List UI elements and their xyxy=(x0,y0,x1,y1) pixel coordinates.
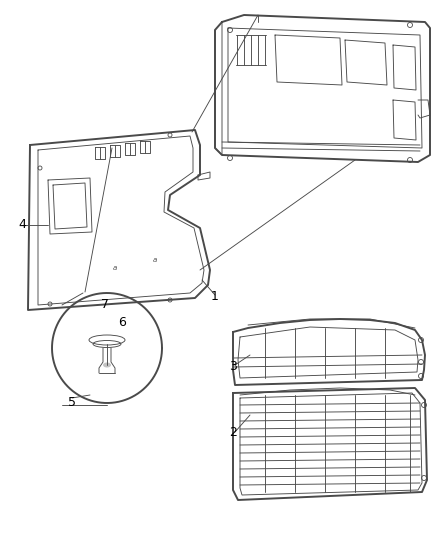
Ellipse shape xyxy=(103,362,111,367)
Text: 7: 7 xyxy=(101,298,109,311)
Text: 3: 3 xyxy=(229,360,237,374)
Text: 5: 5 xyxy=(68,397,76,409)
Text: 2: 2 xyxy=(229,425,237,439)
Text: 4: 4 xyxy=(18,219,26,231)
Text: a: a xyxy=(153,257,157,263)
Text: a: a xyxy=(113,265,117,271)
Text: 6: 6 xyxy=(118,316,126,328)
Text: 1: 1 xyxy=(211,289,219,303)
